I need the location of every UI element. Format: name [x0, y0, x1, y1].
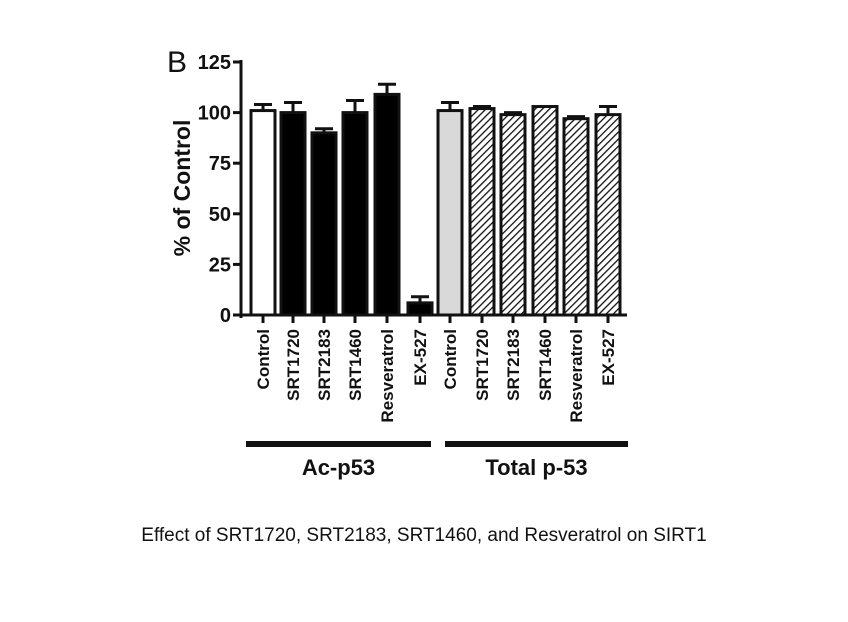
x-category-label: SRT2183	[315, 329, 334, 401]
bar	[436, 109, 464, 317]
x-category-label: SRT1720	[284, 329, 303, 401]
bar	[594, 113, 622, 317]
x-category-label: SRT1460	[346, 329, 365, 401]
bar	[406, 301, 434, 317]
y-axis-label: % of Control	[169, 120, 195, 257]
group-bracket	[246, 441, 431, 447]
bar	[341, 111, 369, 317]
group-label: Ac-p53	[302, 455, 375, 480]
bar	[310, 131, 338, 317]
x-category-label: Control	[441, 329, 460, 389]
bar	[468, 107, 496, 317]
group-bracket	[445, 441, 628, 447]
figure-caption: Effect of SRT1720, SRT2183, SRT1460, and…	[141, 525, 707, 546]
bar	[279, 111, 307, 317]
group-label: Total p-53	[485, 455, 587, 480]
y-tick-label: 25	[209, 254, 231, 276]
x-category-label: SRT2183	[504, 329, 523, 401]
bar	[373, 92, 401, 317]
bar	[531, 105, 559, 317]
x-category-label: Resveratrol	[567, 329, 586, 423]
bar	[499, 113, 527, 317]
x-category-label: Resveratrol	[378, 329, 397, 423]
y-tick-label: 50	[209, 204, 231, 226]
y-tick-label: 125	[198, 52, 231, 74]
x-category-label: Control	[254, 329, 273, 389]
bar	[249, 109, 277, 317]
y-tick-label: 0	[220, 305, 231, 327]
x-category-label: SRT1460	[536, 329, 555, 401]
bar	[562, 117, 590, 317]
x-category-label: SRT1720	[473, 329, 492, 401]
x-category-label: EX-527	[599, 329, 618, 386]
y-tick-label: 75	[209, 153, 231, 175]
y-tick-label: 100	[198, 103, 231, 125]
panel-letter: B	[167, 46, 187, 79]
x-category-label: EX-527	[411, 329, 430, 386]
